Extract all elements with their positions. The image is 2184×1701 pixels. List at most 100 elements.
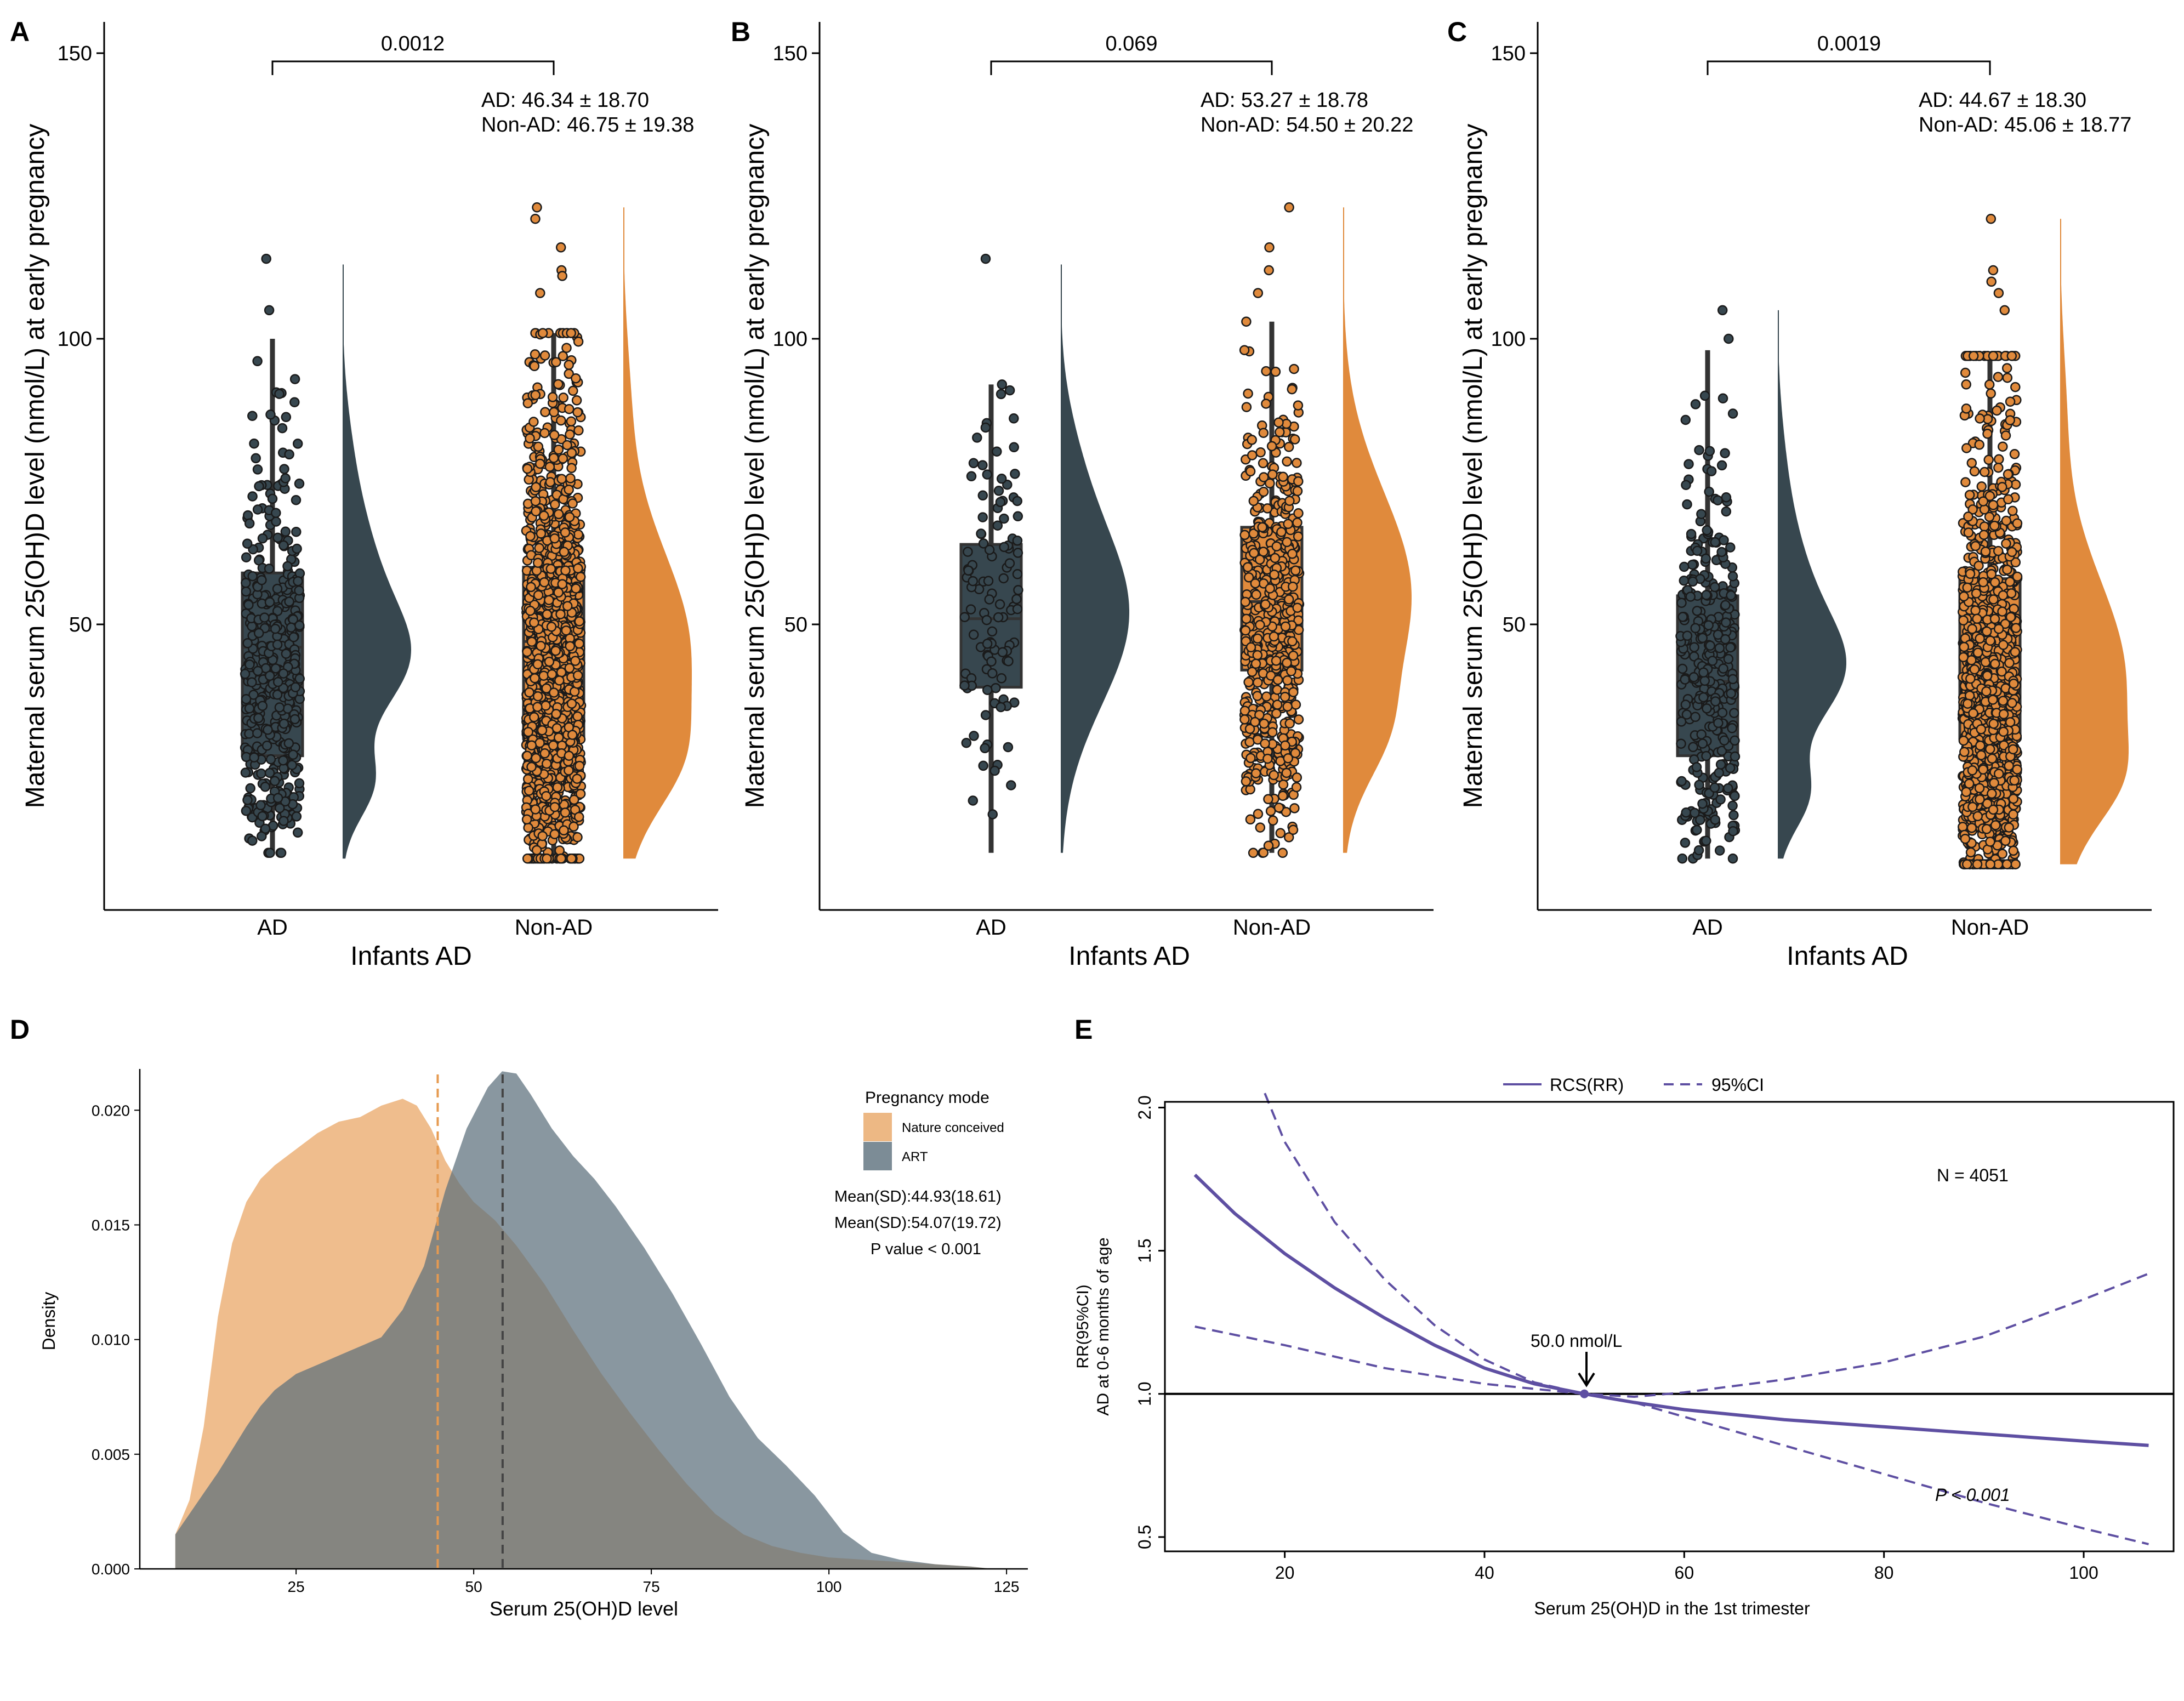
- point: [1706, 466, 1717, 476]
- point: [1988, 500, 1999, 510]
- point: [542, 853, 552, 864]
- point: [242, 510, 253, 521]
- point: [549, 533, 560, 544]
- point: [260, 823, 271, 834]
- point: [1713, 718, 1724, 729]
- point: [566, 698, 577, 709]
- point: [284, 449, 294, 460]
- legend-label-95ci: 95%CI: [1711, 1075, 1764, 1095]
- annotation-p-value-e: P < 0.001: [1935, 1485, 2010, 1505]
- point: [1012, 535, 1023, 546]
- point: [289, 714, 300, 725]
- point: [972, 433, 982, 443]
- annotation-mean-nature: Mean(SD):44.93(18.61): [834, 1188, 1002, 1205]
- point: [2005, 577, 2015, 587]
- panel-d-y-label: Density: [39, 1292, 59, 1351]
- density-non: [623, 207, 692, 859]
- density-ad: [343, 264, 411, 859]
- point: [1702, 703, 1712, 714]
- y-tick-label: 100: [1491, 328, 1526, 351]
- point: [1960, 477, 1971, 487]
- point: [1252, 650, 1263, 661]
- point: [2008, 845, 2018, 856]
- point: [1260, 738, 1270, 749]
- panel-a-p-value: 0.0012: [381, 32, 445, 55]
- point: [1244, 724, 1255, 734]
- point: [1247, 667, 1258, 677]
- point: [562, 601, 573, 611]
- point: [1997, 666, 2007, 677]
- point: [1271, 708, 1282, 719]
- point: [292, 543, 302, 554]
- legend-label-rcs: RCS(RR): [1550, 1075, 1624, 1095]
- point: [294, 778, 305, 789]
- point: [1680, 674, 1690, 685]
- point: [279, 464, 289, 474]
- point: [530, 496, 541, 507]
- point: [525, 531, 536, 542]
- panel-b-x-label: Infants AD: [1068, 942, 1190, 971]
- point: [1239, 530, 1250, 541]
- point: [565, 429, 575, 440]
- point: [274, 389, 285, 399]
- point: [1695, 815, 1705, 826]
- point: [1690, 399, 1701, 409]
- panel-e-y-label-line2: AD at 0-6 months of age: [1094, 1237, 1112, 1415]
- point: [1985, 635, 1995, 646]
- point: [1275, 828, 1286, 839]
- points-non: [1239, 202, 1305, 858]
- point: [272, 690, 283, 700]
- point: [1982, 429, 1993, 439]
- point: [1012, 496, 1022, 507]
- point: [1981, 824, 1992, 834]
- panel-b-plot-area: [959, 202, 1412, 858]
- point: [1978, 530, 1989, 540]
- point: [977, 460, 988, 470]
- panel-b-significance-bracket: [990, 60, 1273, 75]
- point: [1964, 690, 1975, 701]
- point: [523, 822, 533, 833]
- point: [2010, 859, 2021, 869]
- point: [987, 809, 998, 820]
- point: [1283, 594, 1294, 605]
- panel-b-y-label: Maternal serum 25(OH)D level (nmol/L) at…: [741, 124, 770, 808]
- point: [1257, 522, 1267, 532]
- outlier-point: [1724, 333, 1734, 344]
- point: [247, 411, 258, 421]
- point: [526, 740, 537, 750]
- panel-c-significance-bracket: [1707, 60, 1991, 75]
- point: [272, 532, 283, 543]
- point: [1982, 798, 1993, 809]
- point: [1986, 388, 1996, 399]
- point: [1726, 688, 1736, 699]
- point: [959, 680, 970, 691]
- point: [991, 682, 1001, 693]
- point: [1958, 735, 1969, 746]
- point: [1980, 546, 1991, 557]
- panel-e-frame: [1164, 1101, 2175, 1552]
- point: [996, 474, 1007, 484]
- point: [526, 636, 537, 647]
- outlier-point: [1993, 288, 2004, 298]
- point: [1716, 746, 1727, 756]
- point: [1012, 604, 1023, 615]
- panel-label-c: C: [1447, 16, 1467, 47]
- point: [1979, 467, 1990, 477]
- point: [564, 750, 575, 761]
- point: [558, 453, 568, 464]
- point: [545, 564, 556, 574]
- density-ad: [1061, 264, 1129, 853]
- point: [253, 628, 264, 639]
- point: [531, 506, 541, 517]
- points-ad: [959, 253, 1023, 820]
- point: [984, 544, 995, 555]
- point: [1262, 503, 1273, 514]
- point: [271, 508, 281, 518]
- point: [2012, 571, 2023, 582]
- point: [1978, 764, 1988, 775]
- point: [1269, 631, 1279, 642]
- point: [267, 493, 278, 504]
- point: [281, 412, 292, 423]
- point: [1698, 692, 1709, 703]
- point: [247, 677, 257, 687]
